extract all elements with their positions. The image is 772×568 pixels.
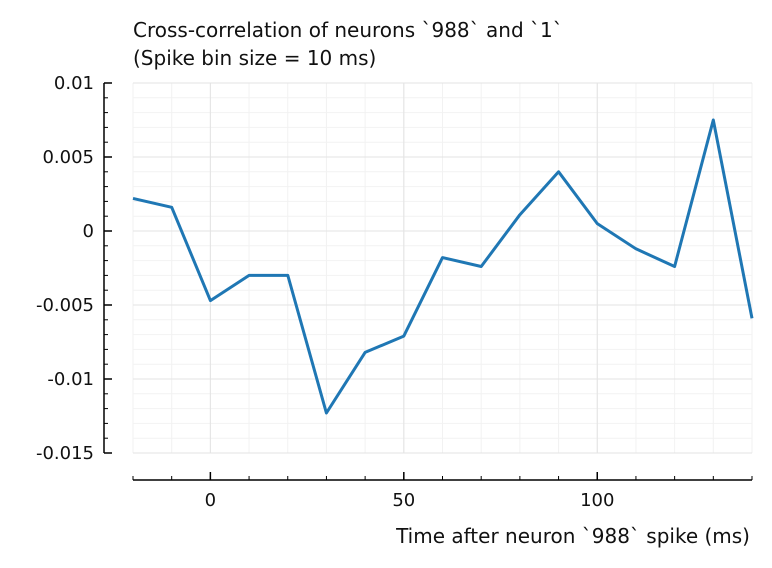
x-axis-label: Time after neuron `988` spike (ms): [395, 524, 750, 548]
y-tick-label: 0.01: [54, 73, 94, 94]
y-tick-label: 0.005: [42, 147, 94, 168]
x-tick-label: 100: [580, 490, 614, 511]
chart-title: Cross-correlation of neurons `988` and `…: [133, 18, 563, 70]
y-tick-label: -0.015: [36, 443, 94, 464]
x-axis: 0 50 100: [132, 472, 753, 511]
y-axis: 0.01 0.005 0 -0.005 -0.01 -0.015: [36, 73, 112, 464]
y-tick-label: -0.01: [47, 369, 94, 390]
y-tick-label: 0: [83, 221, 94, 242]
y-tick-label: -0.005: [36, 295, 94, 316]
chart-title-line-2: (Spike bin size = 10 ms): [133, 46, 376, 70]
grid: [132, 82, 753, 454]
x-tick-label: 50: [392, 490, 415, 511]
x-tick-label: 0: [205, 490, 216, 511]
chart-title-line-1: Cross-correlation of neurons `988` and `…: [133, 18, 563, 42]
series-group: [132, 118, 754, 415]
